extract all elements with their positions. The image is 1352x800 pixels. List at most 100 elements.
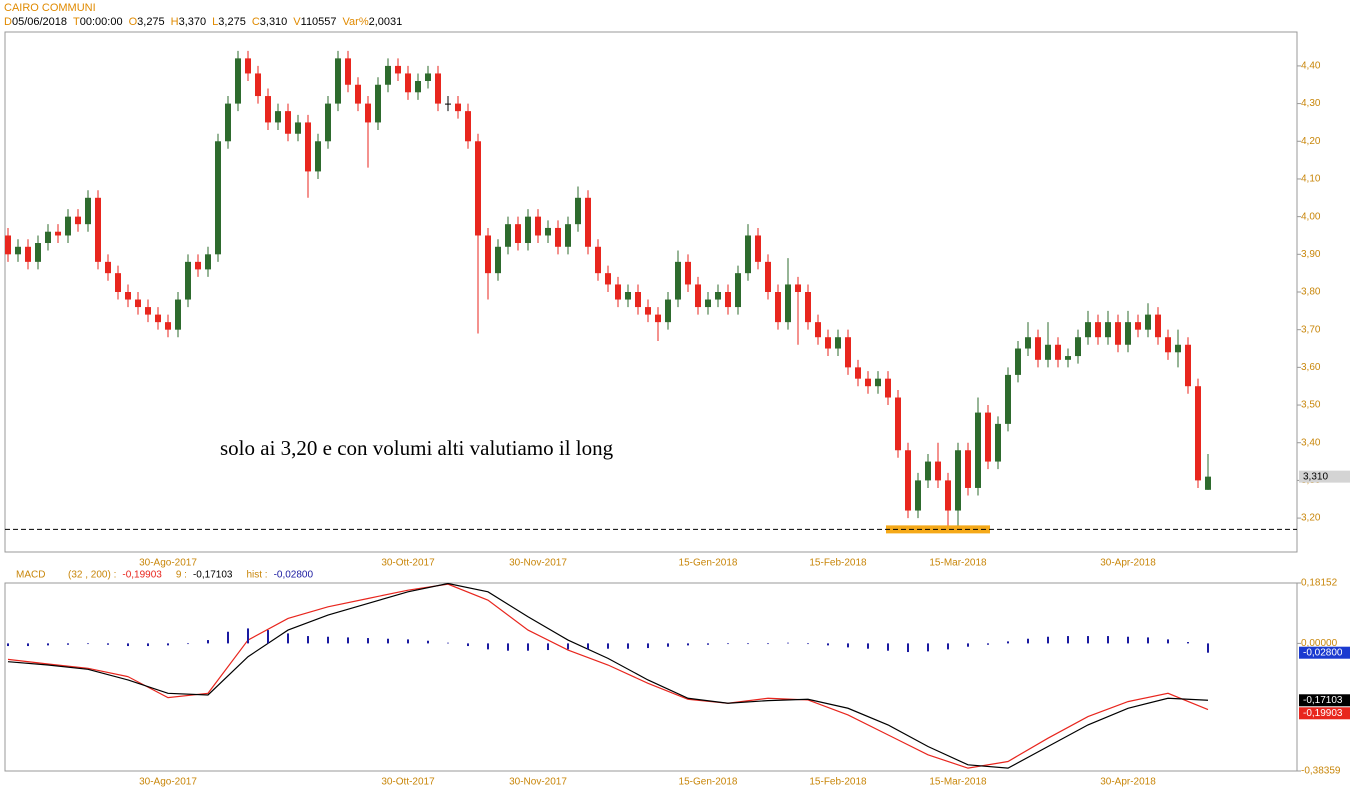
header-fields: D05/06/2018 T00:00:00 O3,275 H3,370 L3,275 C3…	[4, 15, 408, 29]
candle-body	[625, 292, 631, 300]
candle-body	[305, 122, 311, 172]
candle-body	[1195, 386, 1201, 481]
candle-body	[295, 122, 301, 134]
candle-body	[945, 480, 951, 511]
header-value: 3,275	[137, 16, 165, 28]
hist-bar	[87, 643, 89, 645]
candle-body	[365, 103, 371, 123]
hist-bar	[447, 642, 449, 644]
candle-body	[705, 299, 711, 308]
header-key: H	[170, 16, 179, 28]
hist-bar	[247, 628, 249, 644]
hist-bar	[147, 643, 149, 647]
candle-body	[315, 141, 321, 172]
hist-bar	[267, 630, 269, 644]
x-tick-label: 15-Mar-2018	[929, 558, 987, 569]
x-tick-label: 30-Ott-2017	[381, 558, 435, 569]
y-tick-label: 3,70	[1301, 324, 1321, 335]
candle-body	[965, 450, 971, 488]
candle-body	[535, 216, 541, 236]
candle-body	[45, 231, 51, 244]
candle-body	[995, 423, 1001, 462]
candle-body	[575, 197, 581, 225]
hist-bar	[67, 643, 69, 645]
candle-body	[665, 299, 671, 323]
candle-body	[255, 73, 261, 97]
candle-body	[325, 103, 331, 142]
candle-body	[725, 292, 731, 308]
candle-body	[145, 307, 151, 315]
candle-body	[785, 284, 791, 323]
x-tick-label: 15-Gen-2018	[679, 558, 738, 569]
candle-body	[595, 246, 601, 274]
candle-body	[715, 292, 721, 300]
candle-body	[165, 322, 171, 330]
candle-body	[835, 337, 841, 349]
candle-body	[805, 292, 811, 323]
candle-body	[735, 273, 741, 308]
candle-body	[1085, 322, 1091, 338]
x-tick-label: 30-Ago-2017	[139, 558, 197, 569]
hist-bar	[327, 636, 329, 644]
candle-body	[5, 235, 11, 255]
candle-body	[585, 197, 591, 247]
candle-body	[1155, 314, 1161, 338]
hist-bar	[127, 643, 129, 647]
candle-body	[555, 227, 561, 247]
hist-bar	[1087, 636, 1089, 644]
hist-bar	[487, 643, 489, 650]
candle-body	[425, 73, 431, 81]
candle-body	[1165, 337, 1171, 353]
hist-bar	[1207, 643, 1209, 653]
candle-body	[185, 261, 191, 300]
hist-bar	[27, 643, 29, 647]
series-last-label: -0,17103	[1303, 695, 1343, 706]
x-tick-label: 30-Ott-2017	[381, 777, 435, 788]
candle-body	[85, 197, 91, 225]
candle-body	[95, 197, 101, 262]
hist-bar	[307, 636, 309, 644]
series-last-label-bg	[1299, 707, 1350, 720]
candle-body	[855, 367, 861, 379]
header-value: 05/06/2018	[11, 16, 68, 28]
candle-body	[985, 412, 991, 462]
hist-bar	[107, 643, 109, 645]
candle-body	[755, 235, 761, 262]
series-last-label-bg	[1299, 646, 1350, 659]
hist-bar	[187, 643, 189, 645]
x-tick-label: 30-Ago-2017	[139, 777, 197, 788]
header-key: Var%	[342, 16, 369, 28]
candle-body	[455, 103, 461, 112]
x-tick-label: 15-Feb-2018	[809, 777, 867, 788]
y-tick-label: 3,80	[1301, 287, 1321, 298]
legend-value: -0,19903	[122, 570, 162, 581]
y-tick-label: 4,10	[1301, 174, 1321, 185]
hist-bar	[1027, 638, 1029, 644]
candle-body	[1015, 348, 1021, 375]
last-price-label-bg	[1299, 470, 1350, 483]
candle-body	[25, 246, 31, 262]
candle-body	[525, 216, 531, 244]
hist-bar	[407, 639, 409, 644]
x-tick-label: 30-Apr-2018	[1100, 558, 1156, 569]
candle-body	[125, 292, 131, 300]
header-value: 3,310	[259, 16, 288, 28]
candle-body	[385, 65, 391, 85]
hist-bar	[787, 642, 789, 644]
candle-body	[565, 224, 571, 247]
candle-body	[265, 96, 271, 123]
candle-body	[245, 58, 251, 74]
hist-bar	[667, 643, 669, 647]
candle-body	[175, 299, 181, 330]
candle-body	[355, 84, 361, 104]
hist-bar	[767, 643, 769, 645]
indicator-title: MACD	[16, 570, 45, 581]
series-last-label-bg	[1299, 694, 1350, 707]
candle-body	[935, 461, 941, 481]
candle-body	[55, 231, 61, 236]
hist-bar	[707, 643, 709, 645]
candle-body	[195, 261, 201, 270]
hist-bar	[907, 643, 909, 653]
hist-bar	[987, 643, 989, 645]
